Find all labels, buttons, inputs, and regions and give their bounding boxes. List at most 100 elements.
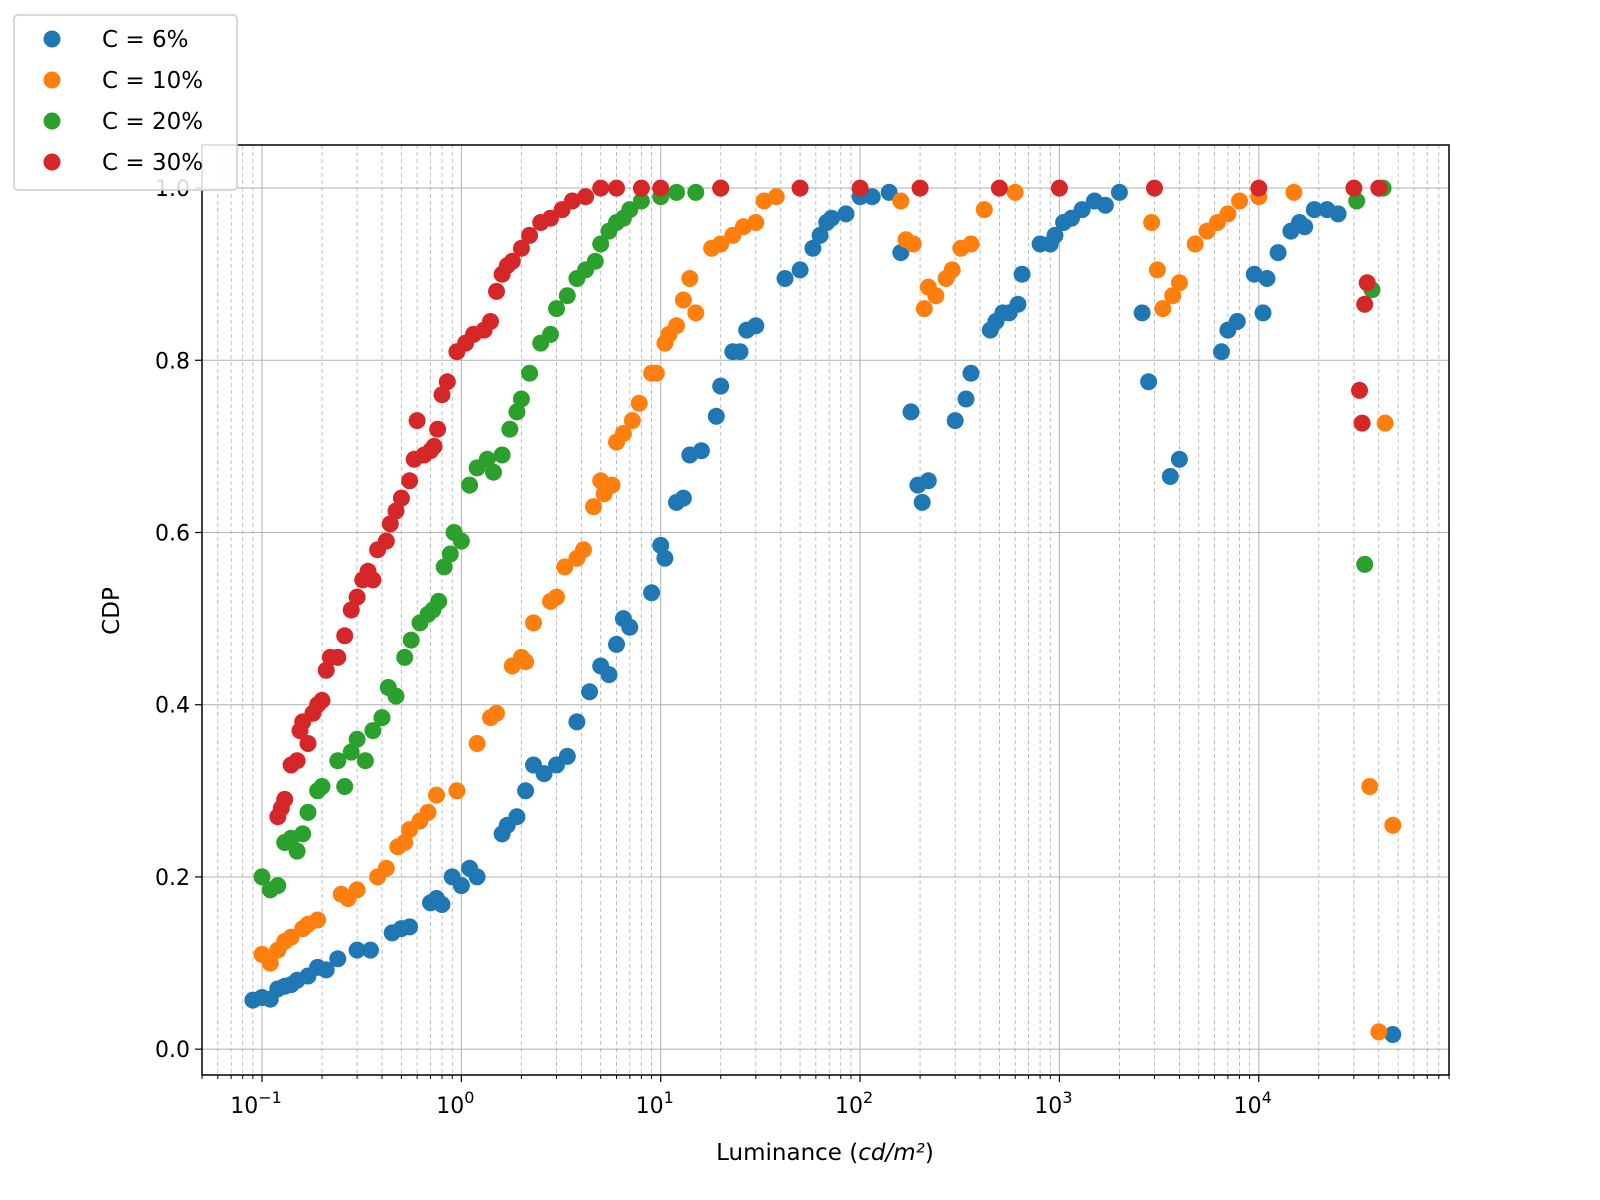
data-point bbox=[1170, 274, 1188, 292]
data-point bbox=[1353, 414, 1371, 432]
legend-marker bbox=[43, 112, 61, 130]
data-point bbox=[362, 941, 379, 959]
data-point bbox=[1384, 816, 1402, 834]
data-point bbox=[863, 188, 881, 206]
data-point bbox=[1384, 1026, 1402, 1043]
data-point bbox=[1370, 179, 1388, 197]
data-point bbox=[512, 239, 530, 257]
data-point bbox=[586, 252, 604, 270]
x-axis-ticks: 10−1 100 101 102 103 104 bbox=[201, 1075, 1450, 1119]
data-point bbox=[1170, 450, 1188, 468]
data-point bbox=[643, 584, 661, 602]
data-point bbox=[943, 261, 961, 279]
data-point bbox=[364, 722, 382, 740]
data-point bbox=[1358, 274, 1376, 292]
data-point bbox=[512, 390, 530, 408]
data-point bbox=[687, 304, 705, 322]
data-point bbox=[542, 209, 559, 227]
data-point bbox=[288, 752, 306, 770]
data-point bbox=[425, 437, 443, 455]
y-tick-label: 0.8 bbox=[155, 349, 190, 374]
data-point bbox=[1219, 205, 1237, 223]
data-point bbox=[468, 868, 486, 886]
data-point bbox=[452, 877, 470, 895]
data-point bbox=[1110, 183, 1128, 201]
x-tick-label: 103 bbox=[1034, 1088, 1072, 1119]
legend-label: C = 30% bbox=[102, 150, 203, 176]
data-point bbox=[452, 532, 470, 550]
data-point bbox=[542, 325, 559, 343]
data-point bbox=[1356, 555, 1374, 573]
data-point bbox=[904, 235, 922, 253]
data-point bbox=[681, 270, 699, 287]
data-point bbox=[621, 618, 639, 636]
data-point bbox=[381, 515, 399, 533]
data-point bbox=[1285, 183, 1303, 201]
data-point bbox=[1186, 235, 1204, 253]
data-point bbox=[880, 183, 898, 201]
data-point bbox=[600, 666, 618, 684]
data-point bbox=[336, 778, 354, 795]
data-point bbox=[892, 192, 910, 210]
data-point bbox=[392, 489, 410, 507]
legend-label: C = 6% bbox=[102, 27, 188, 53]
data-point bbox=[448, 782, 466, 800]
data-point bbox=[975, 201, 993, 219]
data-point bbox=[1146, 179, 1163, 197]
data-point bbox=[435, 558, 453, 576]
data-point bbox=[419, 803, 437, 821]
data-point bbox=[1376, 414, 1394, 432]
x-tick-label: 102 bbox=[835, 1088, 873, 1119]
data-point bbox=[508, 808, 526, 826]
data-point bbox=[313, 778, 331, 795]
data-point bbox=[712, 377, 730, 395]
legend-label: C = 10% bbox=[102, 68, 203, 94]
data-point bbox=[294, 825, 312, 843]
data-point bbox=[401, 472, 419, 490]
data-point bbox=[767, 188, 785, 206]
data-point bbox=[548, 588, 565, 606]
data-point bbox=[548, 300, 565, 318]
data-point bbox=[396, 648, 414, 666]
data-point bbox=[632, 192, 650, 210]
data-point bbox=[329, 648, 347, 666]
data-point bbox=[317, 661, 335, 679]
data-point bbox=[915, 300, 933, 318]
data-point bbox=[1361, 778, 1379, 795]
x-tick-label: 100 bbox=[436, 1088, 474, 1119]
major-grid bbox=[202, 145, 1449, 1075]
data-point bbox=[674, 489, 692, 507]
data-point bbox=[408, 412, 426, 430]
data-point bbox=[1050, 179, 1068, 197]
data-point bbox=[441, 545, 459, 563]
y-tick-label: 0.6 bbox=[155, 522, 190, 547]
data-point bbox=[430, 592, 448, 610]
data-point bbox=[919, 472, 937, 490]
data-point bbox=[387, 502, 405, 520]
data-point bbox=[614, 425, 632, 442]
data-point bbox=[356, 752, 374, 770]
data-point bbox=[508, 403, 526, 421]
data-point bbox=[608, 179, 625, 197]
data-point bbox=[911, 179, 929, 197]
x-tick-label: 101 bbox=[636, 1088, 674, 1119]
data-point bbox=[1228, 313, 1246, 330]
data-point bbox=[1096, 196, 1114, 214]
data-point bbox=[776, 270, 794, 287]
data-point bbox=[348, 730, 366, 748]
data-point bbox=[342, 601, 360, 619]
data-point bbox=[1370, 1023, 1388, 1041]
data-point bbox=[517, 653, 535, 671]
legend-label: C = 20% bbox=[102, 109, 203, 135]
data-point bbox=[1073, 201, 1091, 219]
data-point bbox=[851, 179, 869, 197]
data-point bbox=[823, 209, 841, 227]
data-point bbox=[521, 226, 539, 244]
legend: C = 6% C = 10% C = 20% C = 30% bbox=[13, 14, 238, 191]
data-point bbox=[811, 226, 829, 244]
data-point bbox=[592, 235, 610, 253]
series-1-points bbox=[244, 183, 1402, 1043]
data-point bbox=[652, 179, 670, 197]
data-point bbox=[927, 287, 945, 305]
